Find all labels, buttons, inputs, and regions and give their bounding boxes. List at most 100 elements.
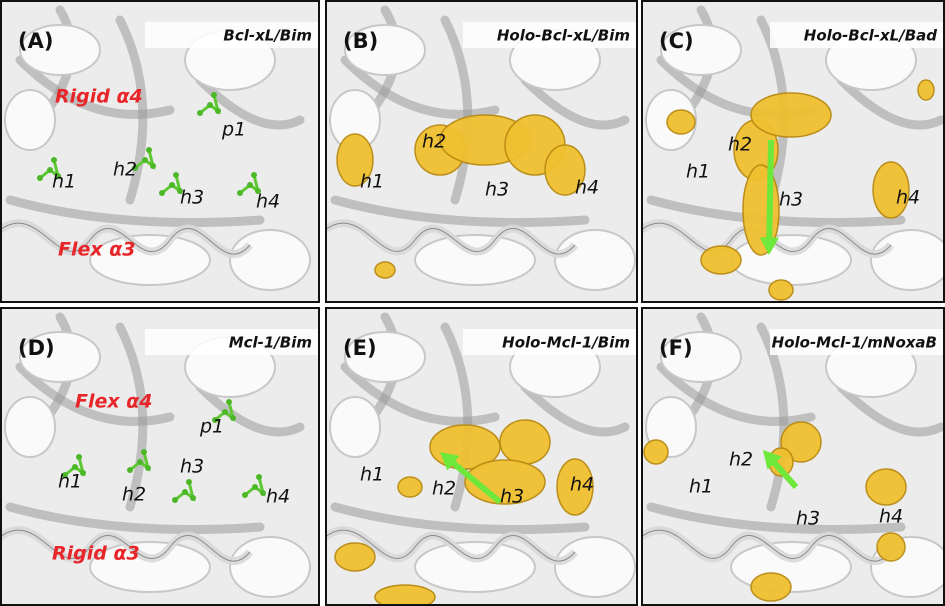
ligand-atom [172,497,178,503]
surface-bump [555,537,635,597]
ligand-atom [207,102,213,108]
region-label: Flex α4 [75,391,153,413]
ligand-atom [247,182,253,188]
site-label: h1 [686,161,710,183]
site-label: h4 [575,177,599,199]
ligand-atom [230,415,236,421]
site-label: h3 [180,187,204,209]
site-label: p1 [221,119,246,141]
panel-title: Holo-Mcl-1/mNoxaB [772,334,937,352]
surface-bump [415,542,535,592]
surface-bump [415,235,535,285]
ligand-atom [141,449,147,455]
site-label: h4 [266,486,290,508]
region-label: Rigid α3 [52,543,140,565]
pocket-density [398,477,422,497]
panel-letter: (E) [343,336,377,360]
site-label: h1 [360,171,384,193]
ligand-atom [51,157,57,163]
site-label: h3 [779,189,803,211]
ligand-atom [182,489,188,495]
panel-letter: (F) [659,336,693,360]
ligand-atom [215,108,221,114]
panel-title: Mcl-1/Bim [229,334,312,352]
pocket-density [335,543,375,571]
panel-title: Holo-Mcl-1/Bim [502,334,630,352]
surface-bump [5,90,55,150]
site-label: h2 [122,484,146,506]
site-label: h2 [422,131,446,153]
pocket-density [877,533,905,561]
region-label: Flex α3 [58,239,136,261]
pocket-density [866,469,906,505]
panel: (D) Mcl-1/Bim Flex α4 Rigid α3 p1 h3 h1 h2 h4 [0,307,320,606]
surface-bump [5,397,55,457]
ligand-atom [252,484,258,490]
ligand-atom [211,92,217,98]
site-label: h3 [180,456,204,478]
ligand-atom [222,409,228,415]
ligand-atom [142,157,148,163]
site-label: h2 [729,449,753,471]
panel-letter: (B) [343,29,378,53]
ligand-atom [197,110,203,116]
ligand-atom [37,175,43,181]
panel-title: Holo-Bcl-xL/Bad [804,27,937,45]
panel-letter: (D) [18,336,55,360]
site-label: h3 [500,486,524,508]
pocket-density [375,585,435,606]
arrow-shaft [769,140,771,243]
ligand-atom [251,172,257,178]
region-label: Rigid α4 [55,86,143,108]
ligand-atom [72,464,78,470]
pocket-density [769,280,793,300]
surface-bump [230,230,310,290]
ligand-atom [237,190,243,196]
pocket-density [751,93,831,137]
site-label: h1 [58,471,82,493]
ligand-atom [256,474,262,480]
site-label: h2 [113,159,137,181]
pocket-density [667,110,695,134]
pocket-density [644,440,668,464]
ligand-atom [127,467,133,473]
panel: (C) Holo-Bcl-xL/Bad h2 h1 h3 h4 [641,0,945,303]
pocket-density [375,262,395,278]
figure: (A)Bcl-xL/BimRigid α4Flex α3p1h1h2h3h4(B… [0,0,945,606]
site-label: h1 [360,464,384,486]
ligand-atom [76,454,82,460]
pocket-density [701,246,741,274]
site-label: h4 [879,506,903,528]
ligand-atom [190,495,196,501]
pocket-density [751,573,791,601]
ligand-atom [186,479,192,485]
ligand-atom [145,465,151,471]
site-label: h2 [432,478,456,500]
ligand-atom [226,399,232,405]
site-label: h4 [896,187,920,209]
panel-title: Holo-Bcl-xL/Bim [497,27,630,45]
ligand-atom [146,147,152,153]
ligand-atom [137,459,143,465]
panel: (B) Holo-Bcl-xL/Bim h2 h1 h3 h4 [325,0,638,303]
site-label: h3 [796,508,820,530]
site-label: h2 [728,134,752,156]
site-label: h4 [570,474,594,496]
ligand-atom [150,163,156,169]
panel-title: Bcl-xL/Bim [223,27,312,45]
panel-letter: (C) [659,29,694,53]
panel: (E) Holo-Mcl-1/Bim h1 h2 h3 h4 [325,307,638,606]
panel: (F) Holo-Mcl-1/mNoxaB h2 h1 h3 h4 [641,307,945,606]
ligand-atom [159,190,165,196]
site-label: h1 [689,476,713,498]
surface-bump [330,397,380,457]
ligand-atom [242,492,248,498]
surface-bump [230,537,310,597]
panel-letter: (A) [18,29,53,53]
site-label: p1 [199,416,224,438]
surface-bump [555,230,635,290]
site-label: h4 [256,191,280,213]
site-label: h3 [485,179,509,201]
ligand-atom [169,182,175,188]
